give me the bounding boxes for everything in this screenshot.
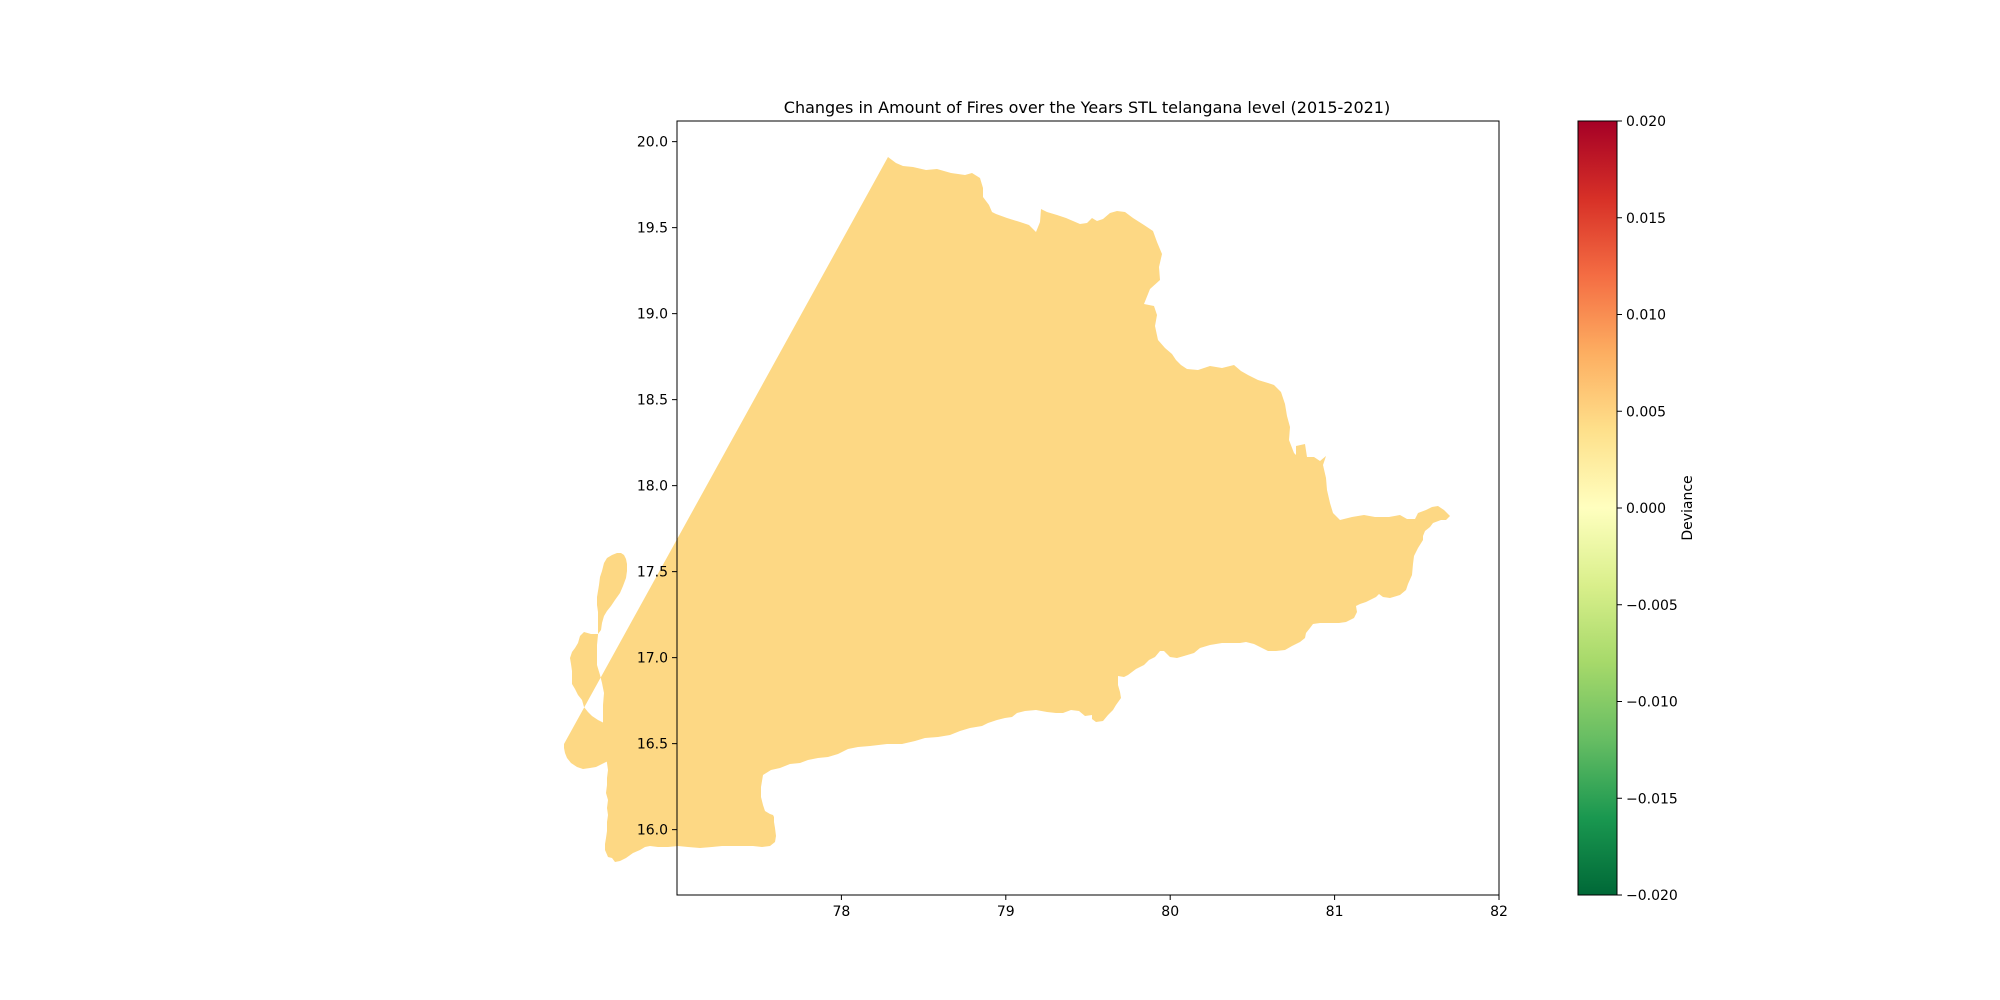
x-axis: 78 79 80 81 82 — [832, 895, 1508, 920]
x-tick-label: 78 — [832, 904, 850, 920]
colorbar-tick-label: 0.000 — [1626, 501, 1666, 517]
y-tick-label: 18.5 — [637, 393, 668, 409]
y-axis: 16.0 16.5 17.0 17.5 18.0 18.5 19.0 19.5 20.0 — [637, 135, 677, 839]
colorbar-tick-label: −0.005 — [1626, 598, 1678, 614]
y-tick-label: 19.5 — [637, 221, 668, 237]
x-tick-label: 81 — [1326, 904, 1344, 920]
x-tick-label: 82 — [1490, 904, 1508, 920]
region-telangana — [564, 157, 1450, 862]
y-tick-label: 19.0 — [637, 307, 668, 323]
y-tick-label: 17.5 — [637, 565, 668, 581]
y-tick-label: 16.5 — [637, 737, 668, 753]
chart-title: Changes in Amount of Fires over the Year… — [784, 98, 1390, 117]
colorbar-tick-label: −0.015 — [1626, 791, 1678, 807]
map-axes-frame — [676, 120, 1500, 896]
y-tick-label: 18.0 — [637, 479, 668, 495]
colorbar-label: Deviance — [1680, 475, 1696, 540]
colorbar-tick-label: 0.020 — [1626, 114, 1666, 130]
colorbar — [1577, 120, 1618, 896]
colorbar-tick-label: −0.020 — [1626, 888, 1678, 904]
y-tick-label: 16.0 — [637, 823, 668, 839]
colorbar-tick-label: 0.015 — [1626, 211, 1666, 227]
colorbar-tick-label: −0.010 — [1626, 695, 1678, 711]
colorbar-ticks: 0.020 0.015 0.010 0.005 0.000 −0.005 −0.010 −0.… — [1617, 114, 1678, 904]
y-tick-label: 17.0 — [637, 651, 668, 667]
x-tick-label: 80 — [1161, 904, 1179, 920]
colorbar-tick-label: 0.010 — [1626, 308, 1666, 324]
y-tick-label: 20.0 — [637, 135, 668, 151]
colorbar-tick-label: 0.005 — [1626, 404, 1666, 420]
x-tick-label: 79 — [997, 904, 1015, 920]
